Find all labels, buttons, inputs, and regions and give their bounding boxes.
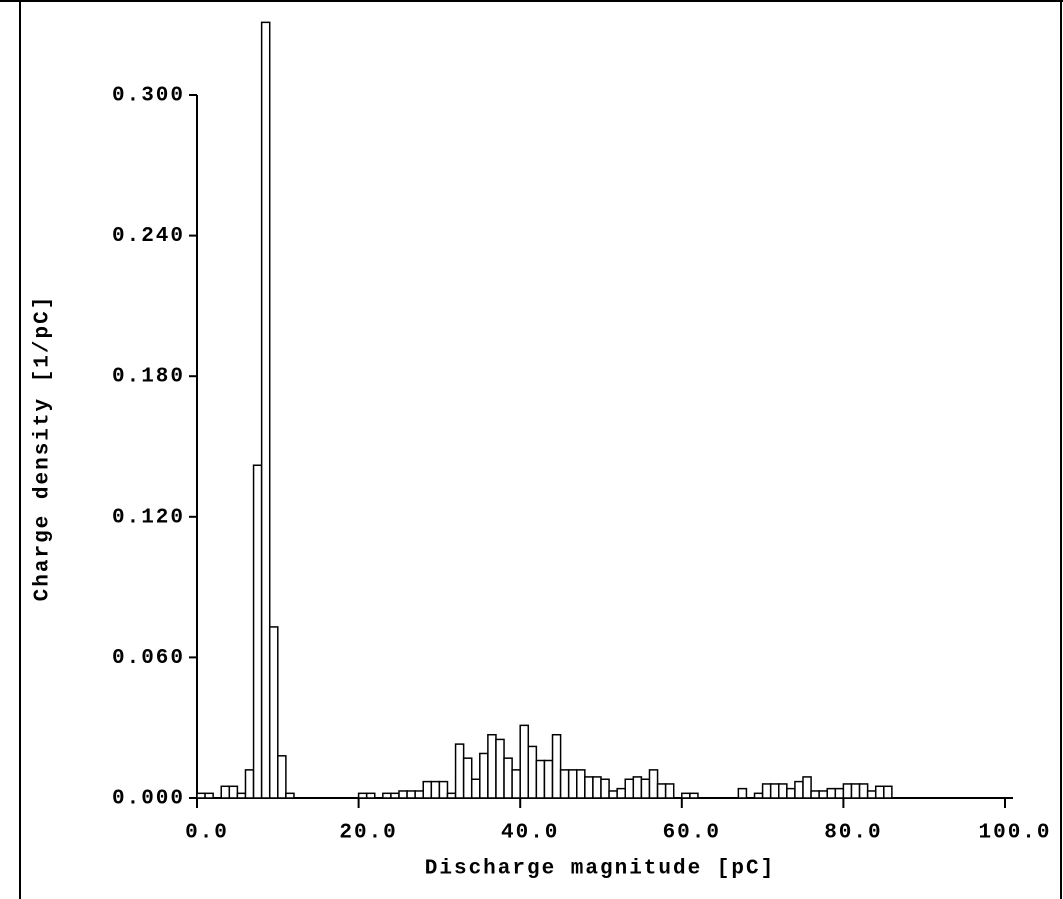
bar (398, 790, 408, 799)
bar (850, 783, 861, 799)
bar (761, 783, 772, 799)
bar (228, 785, 239, 799)
bar (285, 792, 295, 799)
bar (252, 464, 263, 799)
bar (769, 783, 780, 799)
bar (268, 626, 279, 799)
bar (689, 792, 699, 799)
bar (858, 783, 869, 799)
bar (640, 778, 651, 799)
x-tick-label: 20.0 (339, 822, 397, 845)
bar (592, 776, 602, 799)
bar (430, 780, 441, 799)
bar (600, 778, 610, 799)
y-tick-label: 0.300 (112, 85, 185, 108)
bar (883, 785, 893, 799)
bar (624, 778, 635, 799)
bar (236, 792, 247, 799)
bar (648, 769, 659, 799)
bar (842, 783, 853, 799)
x-tick-label: 80.0 (824, 822, 882, 845)
bar (454, 743, 465, 799)
bar (567, 769, 578, 799)
bar (487, 733, 497, 799)
bar (479, 752, 489, 799)
bar (616, 787, 626, 799)
y-tick-label: 0.000 (112, 788, 185, 811)
y-tick-label: 0.060 (112, 647, 185, 670)
bar (551, 733, 562, 799)
x-tick-label: 0.0 (185, 822, 229, 845)
bar (470, 778, 481, 799)
bar (778, 783, 788, 799)
bar (446, 792, 457, 799)
bar (503, 757, 513, 799)
bar (277, 755, 287, 799)
bar (737, 787, 748, 799)
bar (365, 792, 376, 799)
x-tick-label: 100.0 (978, 822, 1051, 845)
bar (543, 759, 554, 799)
bar (260, 21, 271, 799)
bar (584, 776, 594, 799)
x-tick-label: 40.0 (501, 822, 559, 845)
y-tick-label: 0.120 (112, 506, 185, 529)
y-tick-label: 0.180 (112, 366, 185, 389)
x-tick-label: 60.0 (663, 822, 721, 845)
bar (559, 769, 570, 799)
bar (874, 785, 885, 799)
bar (753, 792, 764, 799)
bar (576, 769, 586, 799)
bar (382, 792, 392, 799)
bar (527, 745, 538, 799)
bar (802, 776, 812, 799)
bar (656, 783, 667, 799)
bar (390, 792, 400, 799)
bar (866, 790, 877, 799)
bar (519, 724, 530, 799)
bar (204, 792, 214, 799)
bar (406, 790, 416, 799)
bar (664, 783, 675, 799)
bar (826, 787, 837, 799)
bar (462, 757, 473, 799)
bar (681, 792, 691, 799)
bar (786, 787, 796, 799)
bar (196, 792, 206, 799)
bar (810, 790, 820, 799)
bar (414, 790, 424, 799)
bar (818, 790, 828, 799)
y-axis-label: Charge density [1/pC] (32, 295, 55, 602)
bar (357, 792, 368, 799)
bar (495, 738, 505, 799)
bar (608, 790, 618, 799)
bar (220, 785, 231, 799)
bar (535, 759, 546, 799)
bar (511, 769, 521, 799)
y-tick-label: 0.240 (112, 225, 185, 248)
x-axis-label: Discharge magnitude [pC] (425, 858, 775, 881)
bar (438, 780, 449, 799)
bar (794, 780, 804, 799)
bar (834, 787, 845, 799)
bar (422, 780, 433, 799)
bar (244, 769, 255, 799)
bar (632, 776, 643, 799)
